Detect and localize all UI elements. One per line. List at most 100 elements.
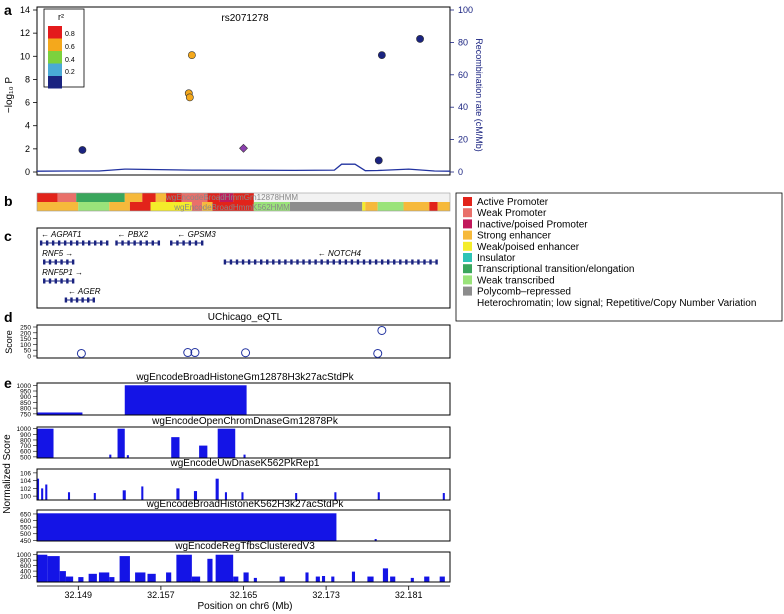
signal-ytick-label: 650 bbox=[20, 511, 31, 518]
signal-ytick-label: 102 bbox=[20, 486, 31, 493]
panel-a-points bbox=[78, 35, 424, 165]
exon-block bbox=[60, 278, 63, 284]
chromhmm-segment bbox=[142, 193, 156, 202]
signal-track-title: wgEncodeUwDnaseK562PkRep1 bbox=[170, 458, 320, 469]
snp-point bbox=[374, 156, 383, 165]
eqtl-point bbox=[183, 348, 193, 358]
signal-track-0: wgEncodeBroadHistoneGm12878H3k27acStdPk 7… bbox=[17, 372, 451, 418]
r2-legend-label-3: 0.2 bbox=[65, 69, 75, 76]
signal-ytick-label: 950 bbox=[20, 389, 31, 396]
signal-bar bbox=[88, 573, 97, 582]
signal-ytick-label: 600 bbox=[20, 518, 31, 525]
chromatin-legend-swatch bbox=[463, 275, 472, 285]
chromhmm-segment bbox=[289, 202, 363, 211]
signal-bar bbox=[390, 576, 396, 582]
signal-bar bbox=[233, 576, 239, 582]
exon-block bbox=[266, 259, 269, 265]
signal-ytick-label: 550 bbox=[20, 525, 31, 532]
chromhmm-segment bbox=[212, 202, 254, 211]
exon-block bbox=[45, 240, 49, 246]
signal-ytick-label: 900 bbox=[20, 432, 31, 439]
r2-legend-label-2: 0.4 bbox=[65, 57, 75, 64]
chromatin-legend-frame bbox=[455, 192, 783, 322]
signal-ytick-label: 850 bbox=[20, 400, 31, 407]
signal-ytick-label: 100 bbox=[20, 494, 31, 501]
signal-ytick-label: 800 bbox=[20, 558, 31, 565]
signal-track-3: wgEncodeBroadHistoneK562H3k27acStdPk4505… bbox=[20, 499, 451, 545]
exon-block bbox=[411, 259, 414, 265]
r2-legend-swatch bbox=[48, 51, 62, 64]
exon-block bbox=[253, 259, 257, 265]
exon-block bbox=[66, 278, 69, 284]
exon-block bbox=[435, 259, 438, 265]
chromhmm-segment bbox=[76, 193, 125, 202]
chromatin-legend-swatch bbox=[463, 286, 472, 296]
chromhmm-segment bbox=[150, 202, 192, 211]
signal-bar bbox=[315, 576, 320, 582]
panel-a-frame bbox=[36, 6, 451, 176]
x-tick-label: 32.165 bbox=[230, 590, 258, 600]
r2-legend-swatches bbox=[48, 26, 62, 89]
signal-ytick-label: 800 bbox=[20, 437, 31, 444]
chromhmm-segment bbox=[403, 202, 430, 211]
signal-bar bbox=[45, 484, 48, 500]
signal-track-4: wgEncodeRegTfbsClusteredV3 20040060080010… bbox=[17, 541, 451, 583]
snp-point bbox=[416, 35, 424, 43]
signal-bar bbox=[126, 455, 129, 458]
signal-track-title: wgEncodeOpenChromDnaseGm12878Pk bbox=[151, 416, 339, 427]
exon-block bbox=[229, 259, 233, 265]
panel-a-ytick-label: 0 bbox=[25, 167, 30, 177]
signal-bar bbox=[191, 576, 201, 582]
panel-d-ytick-label: 200 bbox=[20, 330, 31, 337]
exon-block bbox=[66, 259, 69, 265]
gene-label-rnf5: RNF5 → bbox=[42, 249, 73, 258]
panel-e-x-axis: 32.149 32.157 32.165 32.173 32.181 bbox=[37, 585, 450, 600]
x-tick-label: 32.181 bbox=[395, 590, 423, 600]
panel-a-recombination bbox=[36, 163, 451, 172]
exon-block bbox=[69, 240, 73, 246]
signal-ytick-label: 104 bbox=[20, 478, 31, 485]
exon-block bbox=[368, 259, 372, 265]
gene-label-gpsm3: ← GPSM3 bbox=[177, 230, 216, 239]
snp-point bbox=[185, 93, 194, 102]
exon-block bbox=[87, 240, 91, 246]
signal-bar bbox=[215, 478, 219, 500]
chromhmm-segment bbox=[207, 193, 220, 202]
snp-point bbox=[78, 146, 87, 154]
signal-track-frame bbox=[36, 426, 451, 459]
chromatin-legend-label: Insulator bbox=[477, 253, 516, 264]
panel-label-a: a bbox=[4, 2, 12, 18]
signal-bar bbox=[98, 572, 110, 582]
exon-block bbox=[314, 259, 317, 265]
panel-a-y-axis: 0 2 4 6 8 10 12 14 bbox=[20, 5, 37, 177]
panel-a-ylabel: −log₁₀ P bbox=[4, 77, 15, 113]
gene-label-ager: ← AGER bbox=[68, 287, 101, 296]
chromhmm-track-label-gm12878: wgEncodeBroadHmmGm12878HMM bbox=[165, 193, 298, 202]
gene-track: ← AGPAT1 ← PBX2 ← GPSM3 ← NOTCH4 RNF5 → RNF5P… bbox=[39, 230, 438, 303]
panel-d-ytick-label: 100 bbox=[20, 342, 31, 349]
signal-bar bbox=[171, 437, 180, 458]
signal-ytick-label: 1000 bbox=[17, 552, 32, 559]
chromatin-legend-swatch bbox=[463, 219, 472, 229]
snp-point bbox=[377, 51, 386, 60]
exon-block bbox=[92, 297, 95, 303]
x-tick-label: 32.157 bbox=[147, 590, 175, 600]
signal-bar bbox=[224, 492, 227, 500]
exon-block bbox=[241, 259, 245, 265]
r2-legend-label-1: 0.6 bbox=[65, 44, 75, 51]
chromatin-legend-swatch bbox=[463, 197, 472, 206]
signal-bar bbox=[41, 488, 44, 500]
exon-block bbox=[48, 278, 52, 284]
panel-a-ytick-label: 14 bbox=[20, 5, 30, 15]
panel-a-y2tick-label: 60 bbox=[458, 70, 468, 80]
exon-block bbox=[223, 259, 227, 265]
signal-track-frame bbox=[36, 382, 451, 416]
exon-block bbox=[201, 240, 204, 246]
signal-bar bbox=[37, 513, 337, 541]
signal-bar bbox=[166, 572, 172, 582]
chromhmm-segment bbox=[37, 193, 58, 202]
exon-block bbox=[296, 259, 299, 265]
panel-a-ytick-label: 12 bbox=[20, 28, 30, 38]
signal-ytick-label: 1000 bbox=[17, 426, 32, 433]
